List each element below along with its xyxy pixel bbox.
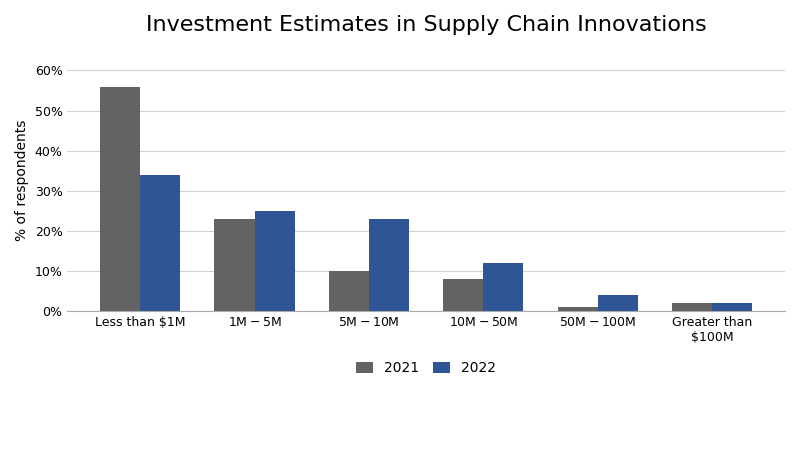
Y-axis label: % of respondents: % of respondents: [15, 120, 29, 241]
Bar: [598, 295, 638, 311]
Legend: 2021, 2022: 2021, 2022: [350, 354, 503, 382]
Bar: [443, 279, 483, 311]
Bar: [558, 307, 598, 311]
Bar: [369, 219, 409, 311]
Bar: [483, 263, 523, 311]
Bar: [140, 175, 180, 311]
Bar: [712, 303, 752, 311]
Bar: [214, 219, 254, 311]
Bar: [672, 303, 712, 311]
Bar: [100, 86, 140, 311]
Bar: [329, 271, 369, 311]
Bar: [254, 211, 294, 311]
Title: Investment Estimates in Supply Chain Innovations: Investment Estimates in Supply Chain Inn…: [146, 15, 706, 35]
